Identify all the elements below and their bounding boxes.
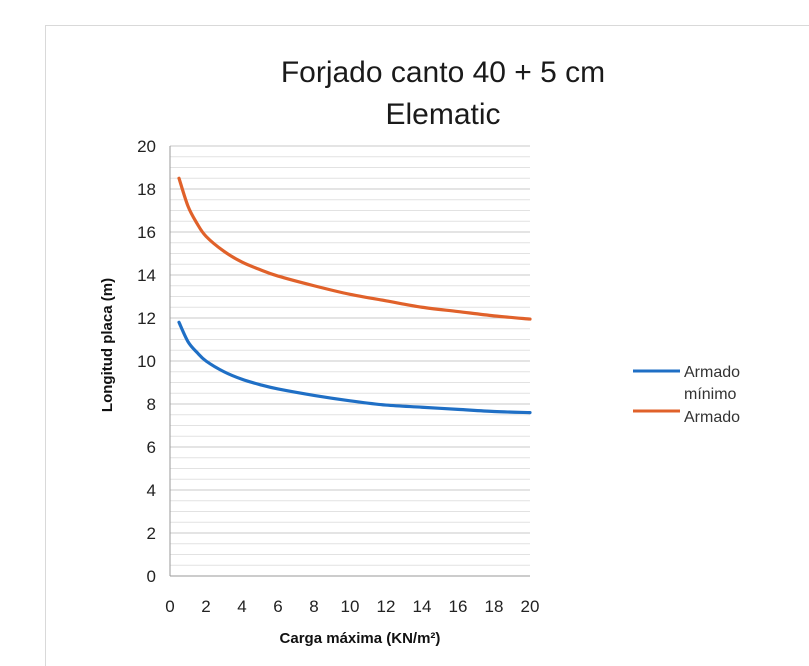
y-tick-label: 8 <box>147 395 156 414</box>
legend-label-armado-minimo-line2: mínimo <box>684 386 737 403</box>
x-tick-label: 2 <box>201 597 210 616</box>
x-tick-label: 4 <box>237 597 246 616</box>
x-tick-label: 10 <box>341 597 360 616</box>
y-tick-label: 6 <box>147 438 156 457</box>
series-line-armado-minimo <box>177 320 532 415</box>
grid-lines <box>170 145 530 577</box>
y-tick-label: 0 <box>147 567 156 586</box>
y-tick-label: 20 <box>137 137 156 156</box>
chart-title-line2: Elematic <box>385 98 500 131</box>
x-tick-label: 14 <box>413 597 432 616</box>
x-tick-label: 16 <box>449 597 468 616</box>
y-tick-label: 10 <box>137 352 156 371</box>
x-tick-label: 18 <box>485 597 504 616</box>
x-tick-label: 8 <box>309 597 318 616</box>
x-tick-label: 0 <box>165 597 174 616</box>
y-axis-label: Longitud placa (m) <box>99 278 116 412</box>
y-tick-label: 16 <box>137 223 156 242</box>
y-tick-label: 14 <box>137 266 156 285</box>
x-axis-label: Carga máxima (KN/m²) <box>280 630 441 647</box>
y-tick-label: 2 <box>147 524 156 543</box>
series-line-armado <box>177 176 532 321</box>
y-tick-label: 12 <box>137 309 156 328</box>
tick-labels: 0 2 4 6 8 10 12 14 16 18 20 0 2 4 6 8 10 12 14 16 18 20 <box>137 137 539 616</box>
chart-title-line1: Forjado canto 40 + 5 cm <box>281 56 605 89</box>
legend-label-armado-minimo-line1: Armado <box>684 364 740 381</box>
x-tick-label: 20 <box>521 597 540 616</box>
axes <box>169 146 530 577</box>
legend: Armado mínimo Armado <box>633 364 740 426</box>
x-tick-label: 6 <box>273 597 282 616</box>
y-tick-label: 18 <box>137 180 156 199</box>
x-tick-label: 12 <box>377 597 396 616</box>
series-lines <box>177 176 532 415</box>
legend-label-armado: Armado <box>684 409 740 426</box>
y-tick-label: 4 <box>147 481 156 500</box>
